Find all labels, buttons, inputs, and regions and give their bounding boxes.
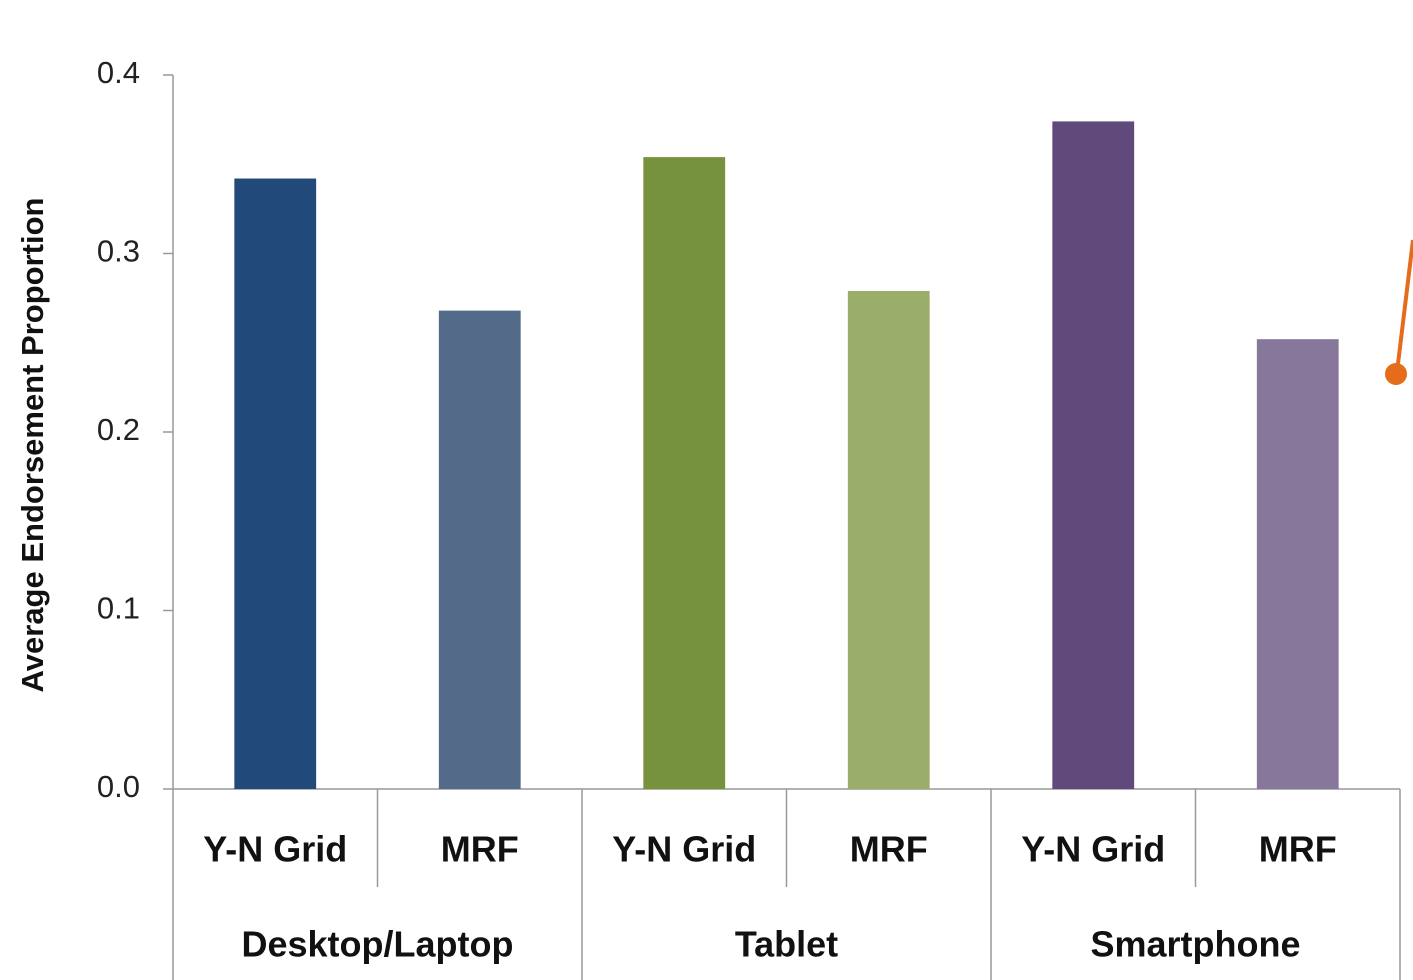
annotation-dot: [1385, 363, 1407, 385]
bar: [1052, 121, 1135, 789]
group-label: Smartphone: [1090, 924, 1300, 965]
x-tick-label: MRF: [1259, 829, 1337, 870]
y-tick-label: 0.2: [97, 412, 140, 447]
bar: [438, 310, 521, 789]
annotation-arrow: [1395, 239, 1413, 373]
bar: [1256, 339, 1339, 789]
x-tick-label: MRF: [850, 829, 928, 870]
bar: [847, 290, 930, 789]
bar: [643, 157, 726, 790]
group-label: Tablet: [735, 924, 838, 965]
x-tick-label: MRF: [441, 829, 519, 870]
y-tick-label: 0.1: [97, 591, 140, 626]
x-tick-label: Y-N Grid: [1021, 829, 1165, 870]
y-tick-label: 0.3: [97, 234, 140, 269]
x-tick-label: Y-N Grid: [612, 829, 756, 870]
x-tick-label: Y-N Grid: [203, 829, 347, 870]
y-axis-label: Average Endorsement Proportion: [15, 198, 50, 693]
group-label: Desktop/Laptop: [241, 924, 513, 965]
y-tick-label: 0.0: [97, 769, 140, 804]
y-tick-label: 0.4: [97, 55, 140, 90]
bar: [234, 178, 317, 789]
